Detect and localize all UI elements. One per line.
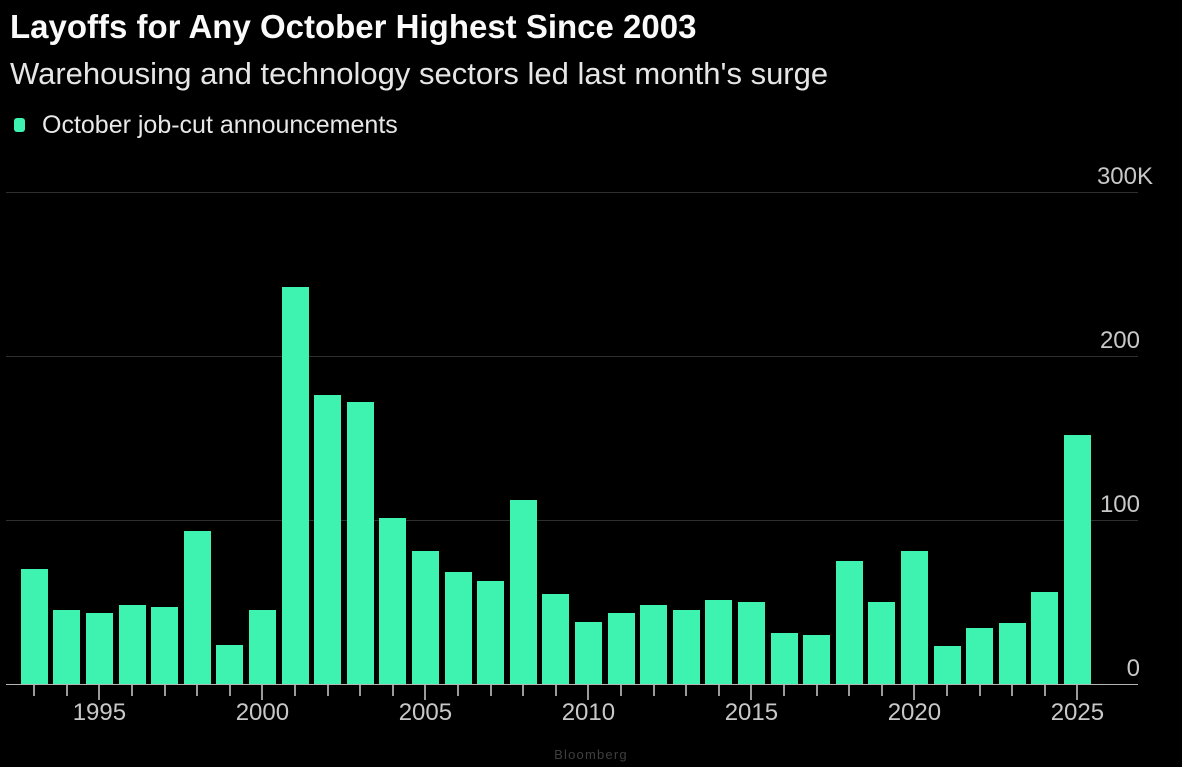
x-tick-2014	[717, 685, 720, 696]
bar-2021	[933, 646, 961, 684]
x-tick-1996	[131, 685, 133, 696]
x-tick-1999	[228, 685, 231, 696]
x-tick-2016	[783, 685, 785, 696]
x-tick-1998	[196, 685, 199, 696]
source-credit: Bloomberg	[554, 747, 628, 762]
y-gridline	[6, 356, 1138, 357]
bar-1994	[53, 610, 81, 684]
bar-1995	[85, 613, 113, 684]
x-tick-2010	[587, 685, 590, 700]
x-tick-2024	[1043, 685, 1046, 696]
bar-2013	[672, 610, 700, 684]
x-tick-2025	[1076, 685, 1079, 700]
x-tick-2023	[1011, 685, 1014, 696]
bar-2020	[900, 551, 928, 684]
bar-2004	[379, 518, 407, 684]
x-tick-2022	[978, 685, 981, 696]
x-tick-2018	[848, 685, 851, 696]
x-axis-label-2020: 2020	[887, 699, 942, 726]
x-tick-2017	[815, 685, 818, 696]
bar-2016	[770, 633, 798, 684]
x-tick-2006	[457, 685, 459, 696]
legend-label: October job-cut announcements	[42, 110, 398, 139]
x-tick-2015	[750, 685, 753, 700]
x-axis-label-2015: 2015	[724, 699, 779, 726]
x-tick-1994	[65, 685, 68, 696]
bar-2008	[509, 500, 537, 684]
bar-2006	[444, 572, 472, 684]
x-axis-label-2025: 2025	[1050, 699, 1105, 726]
y-axis-label: 300K	[1096, 163, 1153, 190]
x-tick-2001	[294, 685, 296, 696]
x-tick-2007	[489, 685, 492, 696]
legend-swatch-icon	[14, 118, 25, 132]
bar-2014	[705, 600, 733, 684]
bar-1998	[183, 531, 211, 684]
bar-1993	[20, 569, 48, 684]
chart-title: Layoffs for Any October Highest Since 20…	[10, 8, 697, 45]
x-axis-label-2010: 2010	[561, 699, 616, 726]
x-axis-label-2005: 2005	[398, 699, 453, 726]
y-axis-label: 200	[1099, 327, 1140, 354]
x-tick-2000	[261, 685, 264, 700]
bar-2011	[607, 613, 635, 684]
bar-2017	[803, 635, 831, 684]
bar-2000	[248, 610, 276, 684]
x-tick-2008	[522, 685, 525, 696]
bar-2024	[1031, 592, 1059, 684]
x-tick-2019	[880, 685, 883, 696]
x-tick-2005	[424, 685, 427, 700]
x-axis-label-2000: 2000	[235, 699, 290, 726]
y-gridline	[6, 520, 1138, 521]
chart-subtitle: Warehousing and technology sectors led l…	[10, 56, 829, 91]
x-tick-2012	[652, 685, 655, 696]
y-axis-label: 100	[1099, 491, 1140, 518]
bar-1996	[118, 605, 146, 684]
x-tick-2013	[685, 685, 688, 696]
bar-2022	[966, 628, 994, 684]
bar-2007	[477, 581, 505, 684]
bar-2003	[346, 402, 374, 684]
x-tick-2009	[554, 685, 557, 696]
x-tick-2004	[391, 685, 394, 696]
x-tick-2021	[946, 685, 948, 696]
x-tick-2002	[326, 685, 329, 696]
x-axis-line	[6, 684, 1138, 685]
bar-1997	[151, 607, 179, 684]
bar-2023	[998, 623, 1026, 684]
bar-2010	[574, 622, 602, 684]
bar-2001	[281, 287, 309, 684]
y-gridline	[6, 192, 1138, 193]
x-tick-1995	[98, 685, 101, 700]
bar-2012	[640, 605, 668, 684]
bar-2019	[868, 602, 896, 684]
x-axis-label-1995: 1995	[72, 699, 127, 726]
x-tick-2011	[620, 685, 622, 696]
bar-2018	[835, 561, 863, 684]
x-tick-1997	[163, 685, 166, 696]
bar-2002	[314, 395, 342, 684]
x-tick-1993	[33, 685, 36, 696]
bar-2005	[411, 551, 439, 684]
bar-1999	[216, 645, 244, 684]
legend: October job-cut announcements	[14, 110, 398, 139]
x-tick-2020	[913, 685, 916, 700]
y-axis-label: 0	[1126, 655, 1140, 682]
bar-2025	[1063, 435, 1091, 684]
bar-2015	[737, 602, 765, 684]
bar-2009	[542, 594, 570, 684]
x-tick-2003	[359, 685, 362, 696]
